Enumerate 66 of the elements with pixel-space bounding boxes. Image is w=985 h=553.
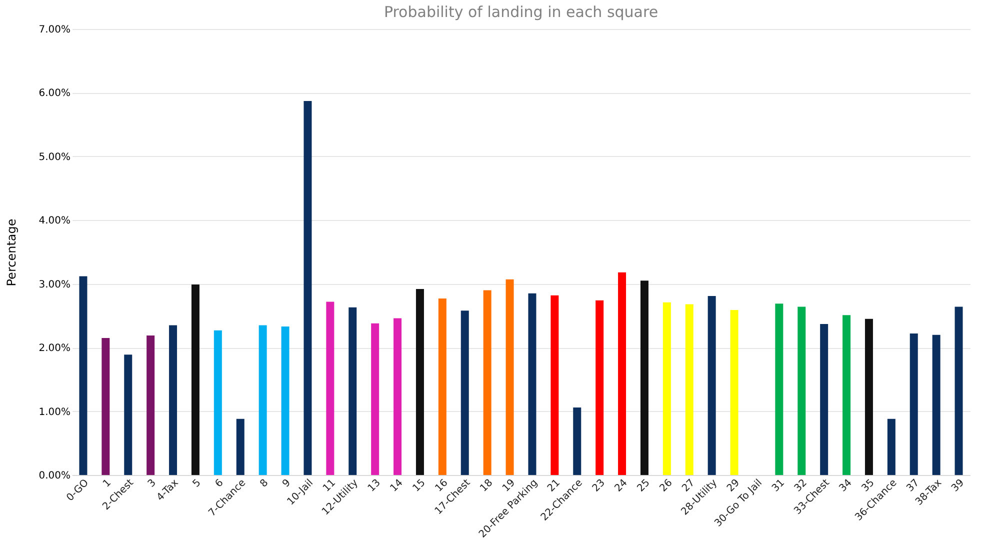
bar (730, 310, 738, 475)
x-tick-label: 26 (658, 478, 675, 494)
x-tick-label: 23 (590, 478, 608, 494)
x-tick-label: 9 (280, 478, 294, 490)
bar (214, 330, 222, 475)
x-tick-label: 5 (190, 478, 204, 490)
bar (394, 318, 402, 475)
bar (169, 325, 178, 475)
bar (775, 304, 784, 475)
bar (102, 338, 110, 475)
bar (281, 326, 290, 475)
bar (304, 100, 312, 475)
y-tick-label: 0.00% (38, 470, 70, 482)
bar (798, 306, 806, 475)
bar (910, 334, 918, 475)
x-tick-label: 29 (725, 478, 742, 494)
y-axis-title: Percentage (4, 218, 19, 286)
bar (662, 302, 671, 475)
x-tick-label: 39 (950, 478, 967, 494)
x-tick-label: 37 (904, 478, 922, 494)
x-tick-label: 24 (613, 478, 630, 494)
bar (191, 284, 200, 475)
bar (528, 293, 536, 475)
bar (124, 354, 132, 475)
y-tick-label: 6.00% (38, 88, 70, 100)
x-tick-label: 8 (258, 478, 271, 490)
y-tick-label: 1.00% (38, 406, 70, 418)
bar (573, 407, 582, 475)
bar (371, 323, 380, 475)
x-tick-label: 13 (366, 478, 383, 494)
y-tick-label: 7.00% (38, 24, 70, 36)
x-tick-label: 34 (838, 478, 854, 494)
bar (842, 315, 851, 475)
bar (506, 279, 514, 475)
y-tick-label: 3.00% (38, 279, 70, 290)
bar (820, 324, 828, 475)
bar (550, 295, 559, 475)
bar (460, 310, 469, 475)
bar (348, 307, 357, 475)
x-tick-label: 31 (770, 478, 787, 494)
bar (483, 290, 492, 475)
bar (887, 418, 896, 475)
bar (932, 334, 940, 475)
bar (236, 418, 244, 475)
x-tick-label: 18 (478, 478, 496, 494)
x-tick-label: 3 (146, 478, 158, 490)
y-tick-label: 5.00% (38, 152, 70, 163)
bar (640, 280, 648, 475)
bar (146, 335, 155, 475)
bar (954, 306, 963, 475)
bar (79, 276, 88, 475)
bar (326, 302, 334, 475)
bar (416, 288, 424, 475)
y-tick-label: 4.00% (38, 216, 70, 227)
x-tick-label: 25 (635, 478, 652, 494)
bar (596, 300, 604, 475)
chart-title: Probability of landing in each square (384, 3, 658, 21)
bar (258, 325, 267, 475)
bar (685, 304, 694, 475)
bar (708, 296, 716, 475)
x-tick-label: 15 (410, 478, 428, 494)
y-tick-label: 2.00% (38, 343, 70, 354)
bar (864, 318, 873, 475)
x-tick-label: 14 (388, 478, 406, 494)
bar (618, 272, 626, 475)
bar (438, 298, 446, 475)
